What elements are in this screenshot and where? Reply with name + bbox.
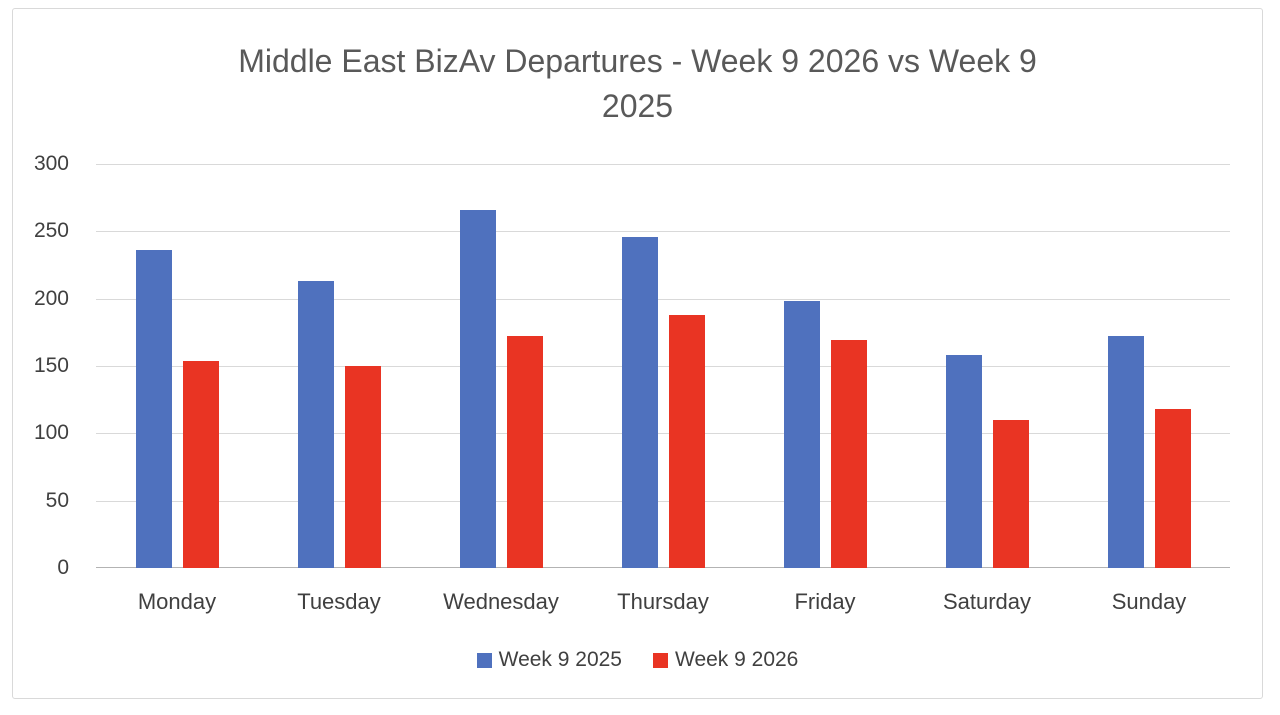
bar-week-9-2025-saturday [945,355,982,568]
gridline-200 [96,298,1230,300]
bar-week-9-2026-monday [182,360,219,568]
x-category-label-wednesday: Wednesday [443,589,559,614]
bar-week-9-2025-monday [135,250,172,568]
y-tick-label-150: 150 [33,354,69,377]
chart-title-line-2: 2025 [601,88,674,124]
bar-week-9-2025-tuesday [297,281,334,568]
x-category-label-thursday: Thursday [617,589,709,614]
y-tick-label-0: 0 [57,556,69,579]
gridline-50 [96,500,1230,502]
x-axis-labels: Monday Tuesday Wednesday Thursday Friday Satu… [96,587,1230,619]
y-tick-label-300: 300 [33,152,69,175]
legend-item-week-9-2025: Week 9 2025 [476,648,622,672]
bar-week-9-2025-friday [783,301,820,568]
legend: Week 9 2025 Week 9 2026 [13,645,1262,675]
y-tick-label-50: 50 [45,488,69,512]
x-category-label-monday: Monday [137,589,217,614]
y-tick-label-100: 100 [33,421,69,445]
x-axis-line [96,567,1230,568]
plot-area [96,164,1230,568]
bar-week-9-2026-thursday [668,314,705,568]
gridline-300 [96,164,1230,165]
chart-title: Middle East BizAv Departures - Week 9 20… [13,39,1262,129]
gridline-150 [96,366,1230,367]
y-tick-label-250: 250 [33,219,69,243]
gridline-250 [96,231,1230,233]
legend-swatch-icon [653,652,668,668]
x-category-label-tuesday: Tuesday [297,589,381,614]
legend-label: Week 9 2025 [498,648,622,671]
legend-label: Week 9 2026 [675,648,799,671]
bar-week-9-2026-wednesday [506,336,543,568]
x-category-label-friday: Friday [794,589,856,614]
bar-week-9-2025-wednesday [459,209,496,568]
bar-week-9-2026-friday [830,340,867,568]
bar-week-9-2026-sunday [1154,409,1191,568]
bar-week-9-2025-sunday [1107,336,1144,568]
chart-title-line-1: Middle East BizAv Departures - Week 9 20… [238,43,1037,79]
x-category-label-saturday: Saturday [942,589,1032,614]
bar-week-9-2025-thursday [621,236,658,568]
chart-canvas: Middle East BizAv Departures - Week 9 20… [12,8,1263,699]
legend-item-week-9-2026: Week 9 2026 [653,648,798,672]
x-category-label-sunday: Sunday [1111,589,1187,614]
y-tick-label-200: 200 [33,286,69,310]
y-axis-labels: 0 50 100 150 200 250 300 [23,152,69,579]
legend-swatch-icon [476,652,492,668]
bar-week-9-2026-saturday [992,419,1029,568]
bar-week-9-2026-tuesday [344,366,381,568]
gridline-100 [96,433,1230,435]
